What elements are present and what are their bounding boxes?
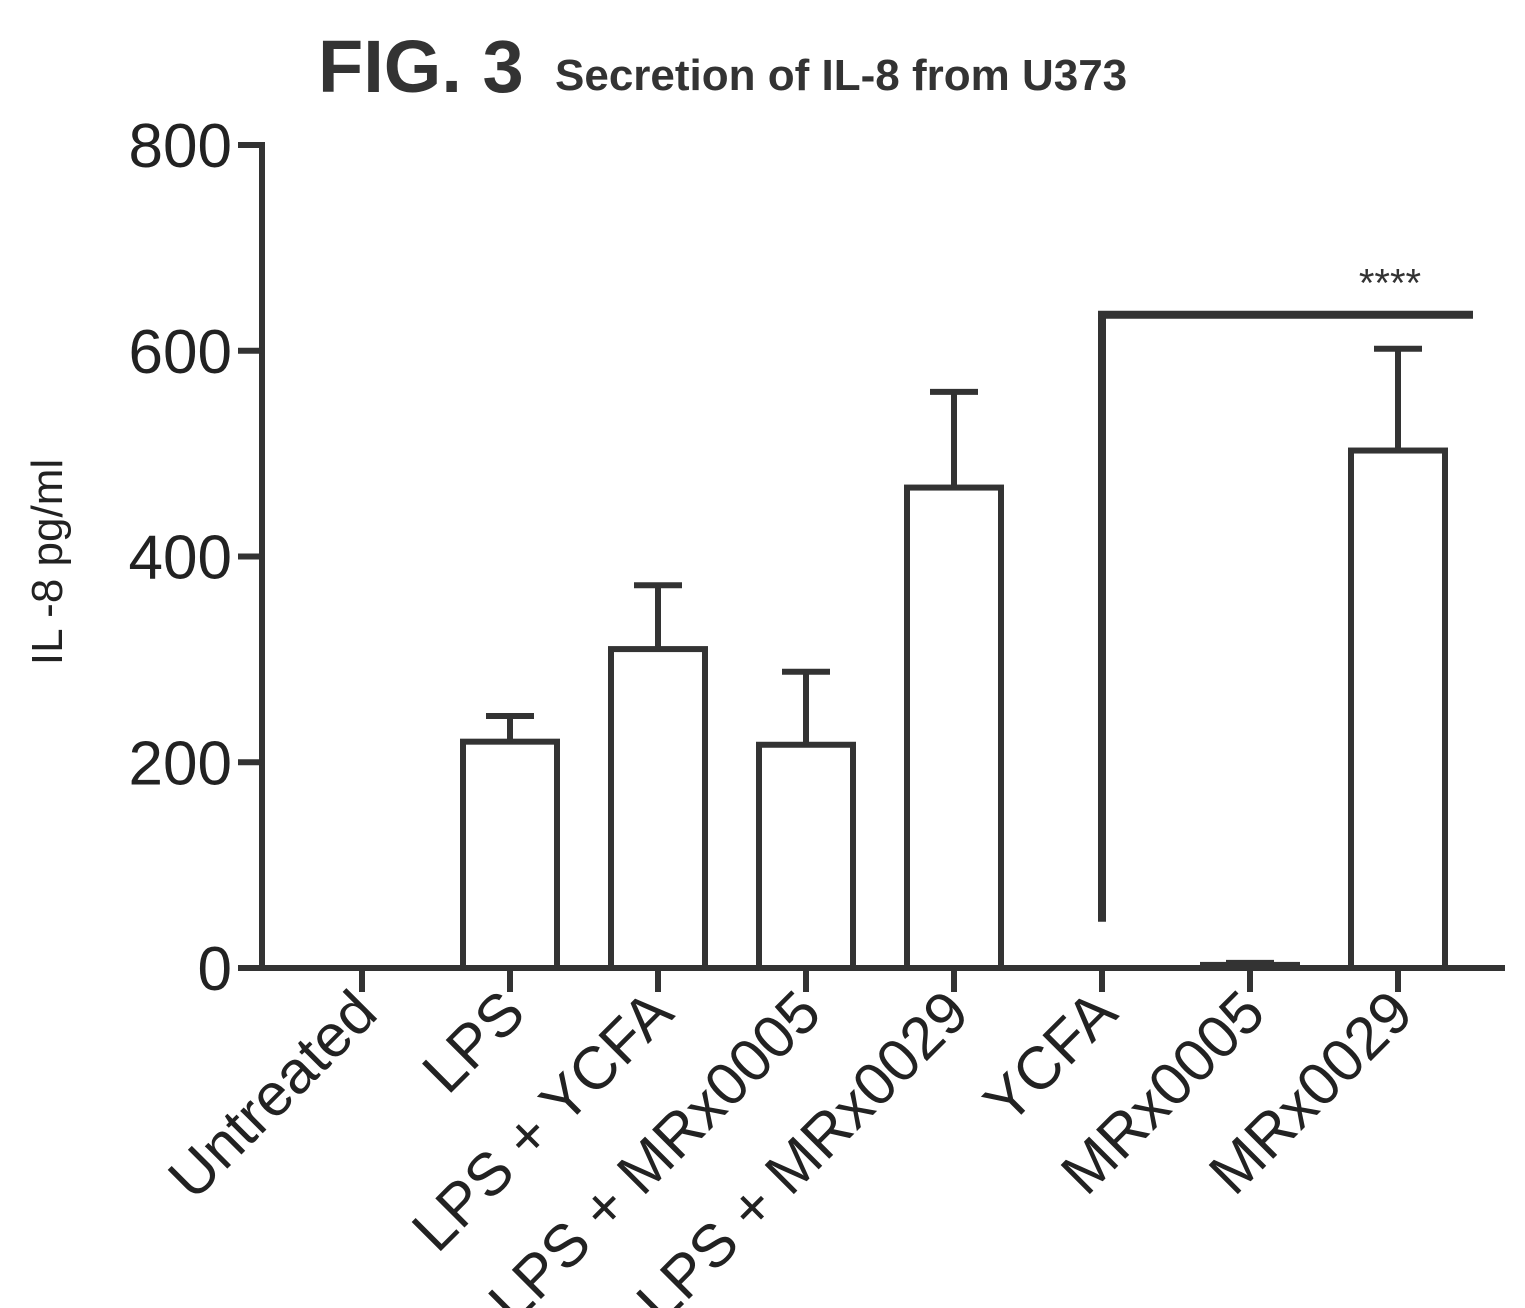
- y-axis-title: IL -8 pg/ml: [23, 459, 72, 665]
- bar: [756, 741, 856, 971]
- y-tick-label: 600: [129, 318, 232, 387]
- bar: [904, 484, 1004, 971]
- figure-label: FIG. 3: [318, 25, 524, 108]
- annotation-layer: ****: [1098, 262, 1473, 922]
- y-tick-label: 0: [198, 935, 232, 1004]
- figure-title: Secretion of IL-8 from U373: [555, 51, 1127, 100]
- bar: [1348, 447, 1448, 971]
- y-tick-label: 400: [129, 524, 232, 593]
- y-tick-label: 800: [129, 112, 232, 181]
- bar: [608, 646, 708, 972]
- bars-layer: [460, 345, 1448, 972]
- x-tick-label: LPS: [410, 978, 538, 1106]
- significance-label: ****: [1359, 262, 1421, 306]
- bar: [460, 738, 560, 971]
- y-tick-label: 200: [129, 729, 232, 798]
- x-tick-label: Untreated: [155, 978, 389, 1212]
